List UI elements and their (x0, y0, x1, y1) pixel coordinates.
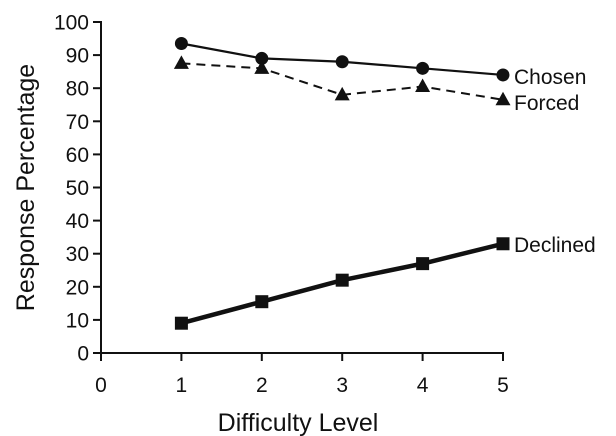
forced-point-5 (495, 91, 511, 106)
x-tick-label: 0 (95, 374, 107, 397)
forced-point-3 (334, 86, 350, 101)
declined-point-3 (335, 273, 349, 287)
x-axis-ticks: 0 1 2 3 4 5 (95, 353, 509, 397)
declined-point-4 (416, 257, 430, 271)
y-tick-label: 0 (77, 343, 89, 366)
forced-point-2 (254, 60, 270, 74)
declined-point-1 (174, 316, 188, 330)
forced-series-label: Forced (514, 92, 579, 115)
declined-point-5 (496, 237, 510, 251)
x-tick-label: 4 (417, 374, 429, 397)
y-tick-label: 40 (66, 210, 89, 233)
y-tick-label: 30 (66, 243, 89, 266)
y-tick-label: 10 (66, 309, 89, 332)
chosen-point-4 (416, 61, 430, 75)
declined-series-label: Declined (514, 234, 596, 257)
y-tick-label: 20 (66, 276, 89, 299)
series-layer: Chosen Forced Declined (173, 37, 596, 330)
y-tick-label: 100 (54, 12, 89, 35)
x-tick-label: 2 (256, 374, 268, 397)
x-axis-title: Difficulty Level (218, 409, 379, 436)
y-tick-label: 90 (66, 45, 89, 68)
x-tick-label: 5 (497, 374, 509, 397)
y-axis-title: Response Percentage (12, 64, 40, 311)
declined-point-2 (255, 295, 269, 309)
chosen-series-label: Chosen (514, 66, 586, 89)
y-axis-ticks: 0 10 20 30 40 50 60 70 80 90 100 (54, 12, 101, 366)
y-tick-label: 50 (66, 177, 89, 200)
series-declined: Declined (174, 234, 596, 330)
chosen-point-1 (174, 37, 188, 51)
y-tick-label: 80 (66, 78, 89, 101)
series-chosen: Chosen (174, 37, 586, 89)
y-tick-label: 70 (66, 111, 89, 134)
x-tick-label: 3 (336, 374, 348, 397)
chosen-point-2 (255, 51, 269, 65)
series-forced: Forced (173, 55, 579, 115)
y-tick-label: 60 (66, 144, 89, 167)
x-tick-label: 1 (176, 374, 188, 397)
forced-point-4 (415, 78, 431, 93)
forced-point-1 (173, 55, 189, 69)
chosen-point-5 (496, 68, 510, 82)
chosen-point-3 (335, 55, 349, 69)
